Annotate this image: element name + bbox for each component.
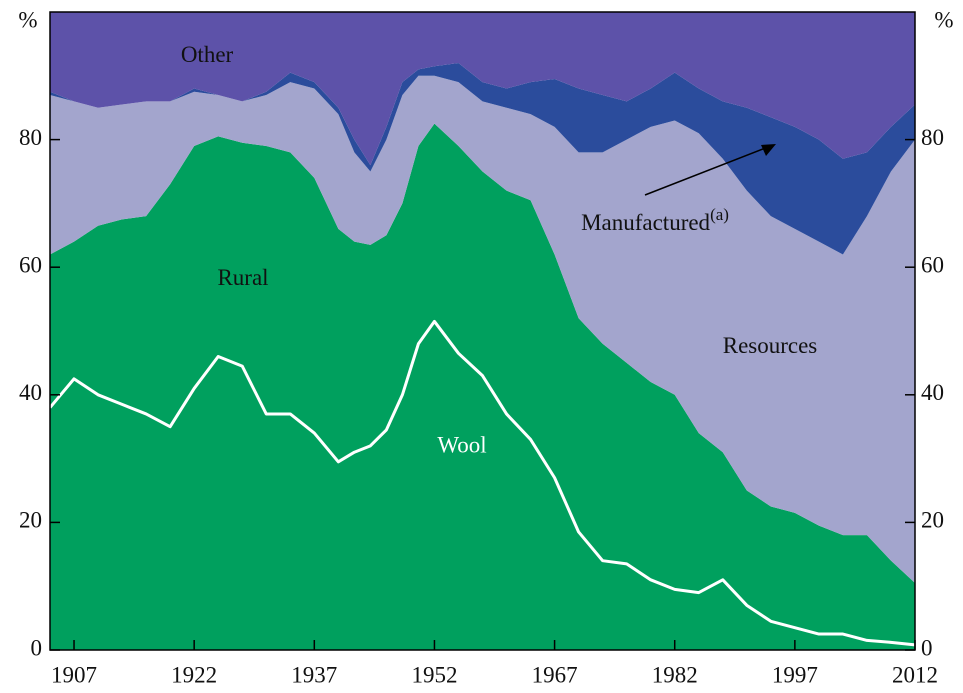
area — [50, 75, 915, 584]
series-label: Other — [181, 42, 234, 67]
x-tick-label: 1922 — [171, 662, 217, 687]
x-tick-label: 1997 — [772, 662, 818, 687]
area — [50, 63, 915, 255]
plot-frame — [49, 11, 916, 651]
x-tick-label: 1952 — [411, 662, 457, 687]
x-tick-label: 1907 — [51, 662, 97, 687]
arrow-head — [761, 144, 776, 156]
y2-tick-label: 40 — [921, 380, 944, 405]
x-tick-label: 1982 — [652, 662, 698, 687]
y2-unit-label: % — [934, 7, 953, 32]
y-tick-label: 20 — [19, 508, 42, 533]
y2-tick-label: 20 — [921, 508, 944, 533]
y-tick-label: 80 — [19, 125, 42, 150]
line-label: Wool — [437, 432, 486, 457]
y-tick-label: 40 — [19, 380, 42, 405]
series-name: Rural — [217, 265, 268, 290]
annotation-arrow — [644, 146, 769, 196]
x-tick-label: 1967 — [532, 662, 578, 687]
wool-line — [48, 319, 916, 647]
x-tick-label: 2012 — [892, 662, 938, 687]
series-label: Manufactured(a) — [581, 205, 729, 235]
y2-tick-label: 0 — [921, 635, 933, 660]
series-name: Other — [181, 42, 234, 67]
series-label: Resources — [723, 333, 818, 358]
y-tick-label: 60 — [19, 252, 42, 277]
series-name: Manufactured — [581, 210, 710, 235]
y2-tick-label: 80 — [921, 125, 944, 150]
series-name: Resources — [723, 333, 818, 358]
y-tick-label: 0 — [31, 635, 43, 660]
x-tick-label: 1937 — [291, 662, 337, 687]
y2-tick-label: 60 — [921, 252, 944, 277]
area — [50, 123, 915, 650]
y-unit-label: % — [18, 7, 37, 32]
series-note: (a) — [710, 205, 729, 224]
area — [50, 12, 915, 166]
series-label: Rural — [217, 265, 268, 290]
